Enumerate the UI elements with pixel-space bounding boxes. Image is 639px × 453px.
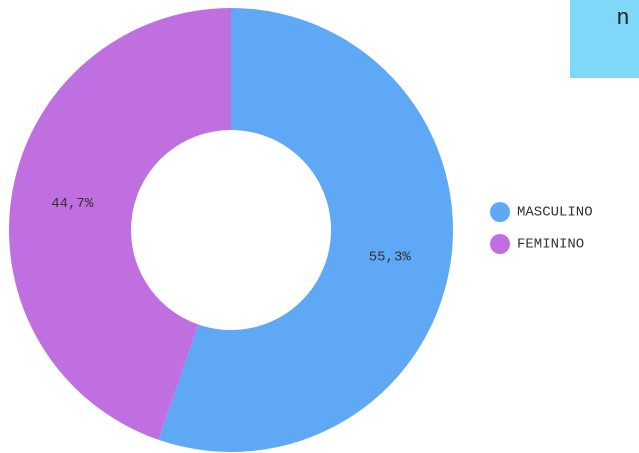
- slice-label: 44,7%: [51, 196, 94, 212]
- slice: [158, 8, 453, 453]
- legend-swatch: [490, 202, 510, 222]
- badge: [570, 0, 639, 78]
- legend-text: FEMININO: [517, 237, 584, 253]
- legend-swatch: [490, 234, 510, 254]
- slice: [8, 8, 232, 440]
- legend-text: MASCULINO: [517, 205, 593, 221]
- badge-text: n: [616, 6, 629, 31]
- slice-label: 55,3%: [369, 249, 412, 265]
